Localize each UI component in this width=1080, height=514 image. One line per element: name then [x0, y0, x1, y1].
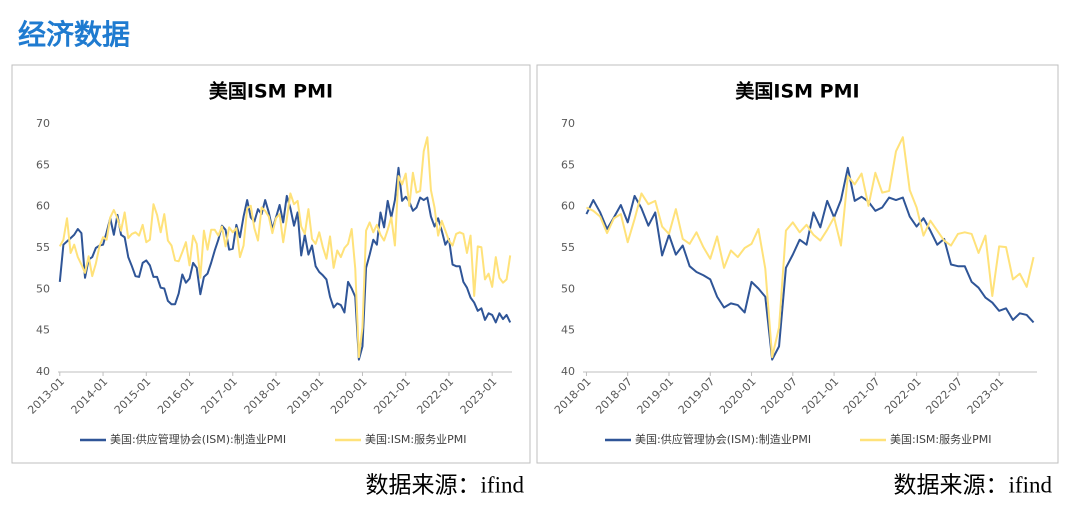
chart-panel	[11, 64, 531, 464]
y-tick-label: 55	[561, 241, 575, 254]
chart-panel	[536, 64, 1059, 464]
series-line	[58, 166, 512, 361]
y-tick-label: 40	[36, 365, 50, 378]
legend-label: 美国:供应管理协会(ISM):制造业PMI	[635, 432, 811, 446]
y-tick-label: 70	[36, 117, 50, 130]
legend-label: 美国:ISM:服务业PMI	[890, 433, 992, 446]
y-tick-label: 55	[36, 241, 50, 254]
legend-label: 美国:供应管理协会(ISM):制造业PMI	[110, 432, 286, 446]
source-note: 数据来源：ifind	[894, 472, 1053, 497]
chart-title: 美国ISM PMI	[735, 80, 859, 103]
y-tick-label: 45	[561, 324, 575, 337]
series-line	[58, 136, 512, 359]
y-tick-label: 45	[36, 324, 50, 337]
y-tick-label: 65	[561, 158, 575, 171]
source-note: 数据来源：ifind	[366, 472, 525, 497]
y-tick-label: 60	[36, 200, 50, 213]
chart-title: 美国ISM PMI	[209, 80, 333, 103]
y-tick-label: 50	[36, 282, 50, 295]
y-tick-label: 40	[561, 365, 575, 378]
y-tick-label: 60	[561, 200, 575, 213]
legend-label: 美国:ISM:服务业PMI	[365, 433, 467, 446]
y-tick-label: 70	[561, 117, 575, 130]
slide-title: 经济数据	[18, 18, 130, 51]
y-tick-label: 65	[36, 158, 50, 171]
y-tick-label: 50	[561, 282, 575, 295]
series-line	[586, 136, 1035, 359]
